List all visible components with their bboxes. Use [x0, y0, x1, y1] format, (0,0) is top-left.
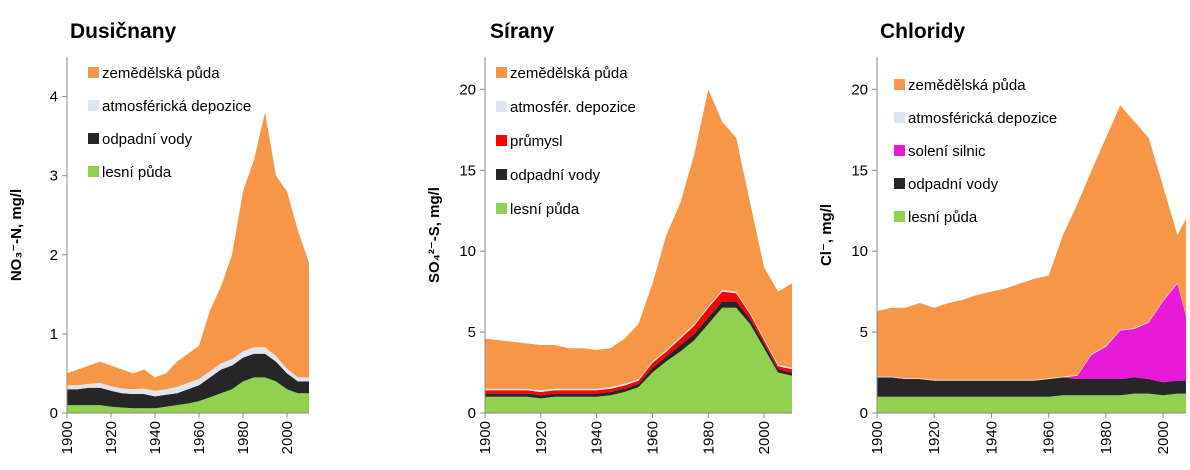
y-tick-label: 0 [468, 405, 476, 422]
y-tick-label: 15 [459, 162, 476, 179]
y-axis-label: Cl⁻, mg/l [818, 204, 835, 266]
legend-label: odpadní vody [102, 131, 193, 148]
x-tick-label: 1900 [59, 421, 76, 454]
x-tick-label: 1920 [533, 421, 550, 454]
y-tick-label: 2 [50, 247, 58, 264]
legend-swatch [88, 100, 99, 111]
x-tick-label: 1900 [869, 421, 886, 454]
panel-title: Sírany [490, 20, 555, 43]
panel-title: Chloridy [880, 20, 965, 43]
x-tick-label: 2000 [279, 421, 296, 454]
legend-label: odpadní vody [908, 176, 999, 193]
panel: Dusičnany NO₃⁻-N, mg/l 0 1 2 3 4 1900 1920 1940 19… [8, 20, 309, 454]
legend-swatch [496, 169, 507, 180]
x-tick-label: 1900 [477, 421, 494, 454]
legend-label: atmosférická depozice [908, 110, 1057, 127]
legend-label: zemědělská půda [510, 65, 628, 82]
y-tick-label: 10 [851, 243, 868, 260]
legend-swatch [894, 178, 905, 189]
y-axis-label: NO₃⁻-N, mg/l [8, 189, 25, 281]
y-tick-label: 5 [468, 324, 476, 341]
legend-swatch [894, 145, 905, 156]
legend-label: solení silnic [908, 143, 986, 160]
x-tick-label: 1920 [103, 421, 120, 454]
x-tick-label: 1940 [589, 421, 606, 454]
y-tick-label: 4 [50, 89, 58, 106]
legend-swatch [894, 211, 905, 222]
x-tick-label: 1960 [644, 421, 661, 454]
area [67, 112, 309, 391]
legend-swatch [496, 135, 507, 146]
legend-label: lesní půda [908, 209, 978, 226]
y-tick-label: 20 [851, 81, 868, 98]
area [67, 377, 309, 413]
x-tick-label: 1940 [983, 421, 1000, 454]
panel-title: Dusičnany [70, 20, 177, 43]
y-axis-label: SO₄²⁻-S, mg/l [426, 187, 443, 283]
legend-swatch [496, 101, 507, 112]
x-tick-label: 1980 [235, 421, 252, 454]
area [67, 347, 309, 397]
y-tick-label: 0 [860, 405, 868, 422]
legend-label: odpadní vody [510, 167, 601, 184]
legend-swatch [496, 67, 507, 78]
legend-swatch [496, 203, 507, 214]
legend-swatch [88, 166, 99, 177]
legend-swatch [894, 79, 905, 90]
legend-label: průmysl [510, 133, 563, 150]
y-tick-label: 20 [459, 81, 476, 98]
area [67, 353, 309, 409]
y-tick-label: 3 [50, 168, 58, 185]
y-tick-label: 1 [50, 326, 58, 343]
y-tick-label: 15 [851, 162, 868, 179]
x-tick-label: 2000 [1155, 421, 1172, 454]
x-tick-label: 1920 [926, 421, 943, 454]
legend-label: zemědělská půda [908, 77, 1026, 94]
area [485, 89, 792, 391]
legend-label: zemědělská půda [102, 65, 220, 82]
y-tick-label: 10 [459, 243, 476, 260]
panel: Sírany SO₄²⁻-S, mg/l 0 5 10 15 20 1900 1920 1940 1… [426, 20, 792, 454]
legend-label: atmosférická depozice [102, 98, 251, 115]
panel: Chloridy Cl⁻, mg/l 0 5 10 15 20 1900 1920 1940 196… [818, 20, 1186, 454]
y-tick-label: 0 [50, 405, 58, 422]
x-tick-label: 2000 [756, 421, 773, 454]
area [877, 105, 1186, 380]
x-tick-label: 1940 [147, 421, 164, 454]
x-tick-label: 1960 [191, 421, 208, 454]
area [877, 377, 1186, 397]
area [877, 393, 1186, 413]
x-tick-label: 1960 [1041, 421, 1058, 454]
legend-label: lesní půda [510, 201, 580, 218]
area [485, 307, 792, 413]
y-tick-label: 5 [860, 324, 868, 341]
x-tick-label: 1980 [700, 421, 717, 454]
legend-swatch [88, 67, 99, 78]
legend-swatch [88, 133, 99, 144]
x-tick-label: 1980 [1098, 421, 1115, 454]
legend-label: lesní půda [102, 164, 172, 181]
legend-swatch [894, 112, 905, 123]
area [877, 283, 1186, 383]
legend-label: atmosfér. depozice [510, 99, 636, 116]
